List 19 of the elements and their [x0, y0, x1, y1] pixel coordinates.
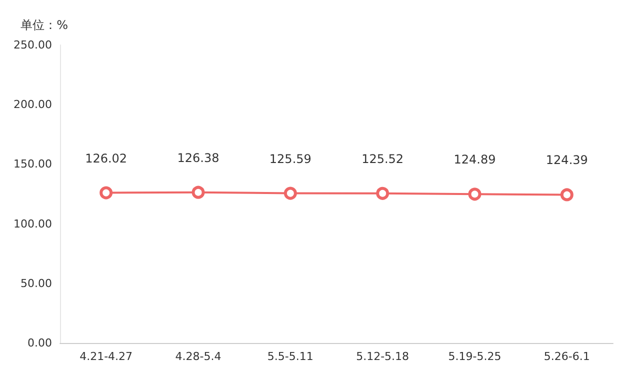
y-axis-title: 单位：%	[20, 18, 68, 32]
x-tick-label: 5.19-5.25	[448, 350, 502, 363]
y-tick-label: 0.00	[28, 336, 52, 350]
data-label: 126.02	[85, 151, 128, 166]
x-tick-label: 5.5-5.11	[267, 350, 314, 363]
data-label: 126.38	[177, 150, 220, 165]
data-label: 124.39	[546, 153, 588, 168]
y-tick-label: 200.00	[14, 98, 52, 112]
x-tick-label: 5.26-6.1	[544, 350, 590, 363]
data-label: 124.89	[454, 152, 496, 167]
data-label: 125.52	[362, 152, 404, 166]
x-tick-label: 5.12-5.18	[356, 350, 410, 363]
y-tick-label: 150.00	[14, 158, 52, 171]
x-tick-label: 4.21-4.27	[80, 350, 133, 363]
y-tick-label: 250.00	[14, 38, 52, 52]
y-tick-label: 50.00	[20, 276, 52, 290]
x-tick-label: 4.28-5.4	[175, 350, 222, 363]
data-label: 125.59	[269, 152, 312, 166]
y-tick-label: 100.00	[14, 217, 52, 230]
